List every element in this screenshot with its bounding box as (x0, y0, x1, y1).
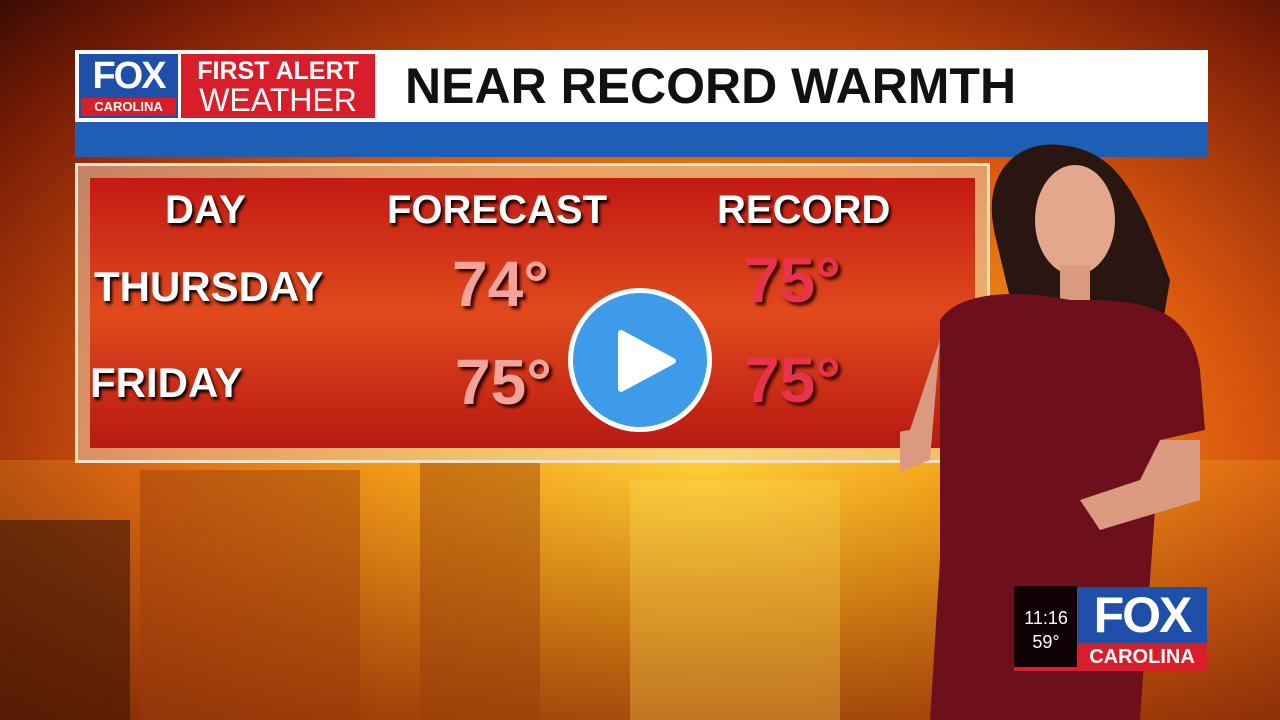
row-day: THURSDAY (94, 263, 324, 310)
play-icon (618, 330, 676, 392)
clock-time: 11:16 (1024, 608, 1068, 628)
row-forecast: 75° (455, 346, 552, 418)
bug-station: CAROLINA (1077, 643, 1207, 671)
segment-line2: WEATHER (199, 82, 357, 118)
row-forecast: 74° (452, 248, 549, 320)
play-button[interactable] (568, 288, 712, 432)
forecast-table (75, 163, 990, 463)
headline: NEAR RECORD WARMTH (405, 58, 1017, 114)
bug-red-line (1014, 667, 1207, 671)
column-header-forecast: FORECAST (387, 188, 607, 232)
fox-carolina-logo: FOX CAROLINA (79, 54, 178, 118)
current-temp: 59° (1032, 632, 1060, 652)
logo-station: CAROLINA (81, 98, 176, 116)
banner-blue-bar (75, 122, 1208, 157)
column-header-day: DAY (165, 188, 246, 232)
fox-carolina-bug-logo: FOX CAROLINA (1077, 587, 1207, 671)
row-record: 75° (744, 244, 841, 316)
bug-brand: FOX (1093, 587, 1193, 643)
segment-line1: FIRST ALERT (197, 57, 359, 85)
row-day: FRIDAY (90, 359, 243, 406)
row-record: 75° (744, 344, 841, 416)
column-header-record: RECORD (717, 188, 891, 232)
first-alert-weather-logo: FIRST ALERT WEATHER (181, 54, 375, 118)
time-temp-bug: 11:16 59° (1014, 586, 1078, 670)
logo-brand: FOX (92, 55, 166, 97)
